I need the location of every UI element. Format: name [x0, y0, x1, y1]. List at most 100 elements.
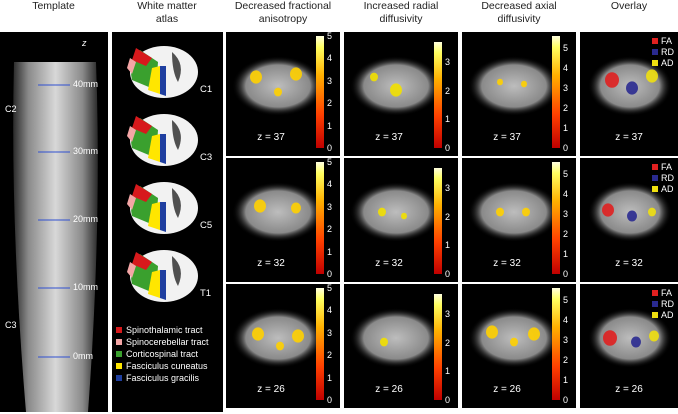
overlay-slice-image	[588, 308, 672, 368]
colorbar-tick: 1	[327, 372, 333, 383]
legend-swatch	[116, 351, 122, 357]
overlay-legend-label: AD	[661, 57, 674, 68]
slice-z-label: z = 37	[493, 132, 521, 143]
overlay-legend-label: RD	[661, 298, 674, 309]
overlay-legend-item: FA	[652, 35, 674, 46]
ad-panel-row3: z = 26 5 4 3 2 1 0	[462, 284, 576, 408]
overlay-slice-image	[588, 182, 672, 242]
legend-cuneatus: Fasciculus cuneatus	[116, 361, 208, 371]
colorbar-tick: 2	[563, 103, 569, 113]
header-template-text: Template	[32, 0, 75, 12]
ad-panel-row1: z = 37 5 4 3 2 1 0	[462, 32, 576, 156]
overlay-panel-row3: z = 26 FA RD AD	[580, 284, 678, 408]
overlay-legend-item: FA	[652, 287, 674, 298]
colorbar-tick: 4	[563, 63, 569, 73]
activation-blob	[276, 341, 284, 351]
legend-spinocerebellar: Spinocerebellar tract	[116, 337, 209, 347]
activation-blob	[510, 337, 518, 347]
slice-z-label: z = 37	[257, 132, 285, 143]
activation-blob	[649, 330, 659, 342]
atlas-slice-2	[127, 114, 198, 166]
colorbar-tick: 4	[563, 189, 569, 199]
legend-spinothalamic: Spinothalamic tract	[116, 325, 203, 335]
header-ad: Decreased axial diffusivity	[462, 0, 576, 25]
colorbar-tick: 0	[327, 269, 333, 279]
overlay-legend-item: RD	[652, 298, 674, 309]
atlas-level-c5: C5	[200, 220, 213, 231]
activation-blob	[254, 199, 266, 213]
ad-panel-row2: z = 32 5 4 3 2 1 0	[462, 158, 576, 282]
overlay-legend-label: RD	[661, 172, 674, 183]
activation-blob	[646, 69, 658, 83]
slice-z-label: z = 32	[493, 258, 521, 269]
colorbar-tick: 3	[445, 183, 451, 194]
template-segment-c2: C2	[5, 104, 17, 114]
header-atlas-line2: atlas	[155, 12, 179, 25]
fa-colorbar	[316, 36, 324, 148]
colorbar-tick: 2	[327, 224, 333, 235]
header-fa: Decreased fractional anisotropy	[226, 0, 340, 25]
activation-blob	[378, 207, 386, 217]
overlay-legend-swatch	[652, 174, 658, 181]
activation-blob	[291, 202, 301, 214]
overlay-legend: FA RD AD	[652, 35, 674, 68]
colorbar-tick: 0	[327, 395, 333, 405]
overlay-legend-item: RD	[652, 46, 674, 57]
legend-label: Spinocerebellar tract	[126, 337, 209, 347]
legend-label: Spinothalamic tract	[126, 325, 203, 335]
overlay-legend-label: AD	[661, 309, 674, 320]
header-fa-line1: Decreased fractional	[234, 0, 332, 12]
colorbar-tick: 0	[445, 395, 451, 405]
header-overlay-text: Overlay	[610, 0, 648, 12]
legend-label: Fasciculus cuneatus	[126, 361, 208, 371]
rd-slice-image	[350, 182, 442, 242]
activation-blob	[274, 87, 282, 97]
header-rd-line2: diffusivity	[379, 12, 423, 25]
overlay-legend-item: AD	[652, 183, 674, 194]
activation-blob	[496, 207, 504, 217]
activation-blob	[528, 327, 540, 341]
colorbar-tick: 2	[327, 350, 333, 361]
atlas-slices	[127, 46, 198, 302]
rd-colorbar	[434, 168, 442, 274]
activation-blob	[626, 81, 638, 95]
activation-blob	[290, 67, 302, 81]
overlay-legend-swatch	[652, 300, 658, 307]
header-atlas-line1: White matter	[137, 0, 197, 12]
activation-blob	[631, 336, 641, 348]
colorbar-tick: 4	[563, 315, 569, 325]
activation-blob	[292, 329, 304, 343]
rd-panel-row1: z = 37 3 2 1 0	[344, 32, 458, 156]
rd-slice-image	[350, 308, 442, 368]
overlay-legend-item: RD	[652, 172, 674, 183]
rd-panel-row2: z = 32 3 2 1 0	[344, 158, 458, 282]
overlay-legend-item: FA	[652, 161, 674, 172]
colorbar-tick: 1	[445, 114, 451, 125]
slice-z-label: z = 32	[257, 258, 285, 269]
overlay-legend-swatch	[652, 48, 658, 55]
ad-slice-image	[468, 56, 560, 116]
overlay-panel-row2: z = 32 FA RD AD	[580, 158, 678, 282]
activation-blob	[380, 337, 388, 347]
overlay-legend-label: AD	[661, 183, 674, 194]
fa-panel-row1: z = 37 5 4 3 2 1 0	[226, 32, 340, 156]
template-tick-0: 0mm	[73, 351, 93, 361]
ad-colorbar	[552, 288, 560, 400]
slice-z-label: z = 26	[257, 384, 285, 395]
overlay-legend: FA RD AD	[652, 161, 674, 194]
atlas-level-c3: C3	[200, 152, 213, 163]
colorbar-tick: 1	[563, 375, 569, 385]
legend-label: Corticospinal tract	[126, 349, 199, 359]
slice-z-label: z = 32	[615, 258, 643, 269]
atlas-level-t1: T1	[200, 288, 212, 299]
slice-z-label: z = 37	[615, 132, 643, 143]
colorbar-tick: 1	[445, 240, 451, 251]
colorbar-tick: 1	[563, 123, 569, 133]
fa-panel-row2: z = 32 5 4 3 2 1 0	[226, 158, 340, 282]
activation-blob	[605, 72, 619, 88]
rd-panel-row3: z = 26 3 2 1 0	[344, 284, 458, 408]
colorbar-tick: 3	[563, 335, 569, 345]
activation-blob	[250, 70, 262, 84]
colorbar-tick: 3	[327, 327, 333, 338]
header-template: Template	[0, 0, 107, 13]
